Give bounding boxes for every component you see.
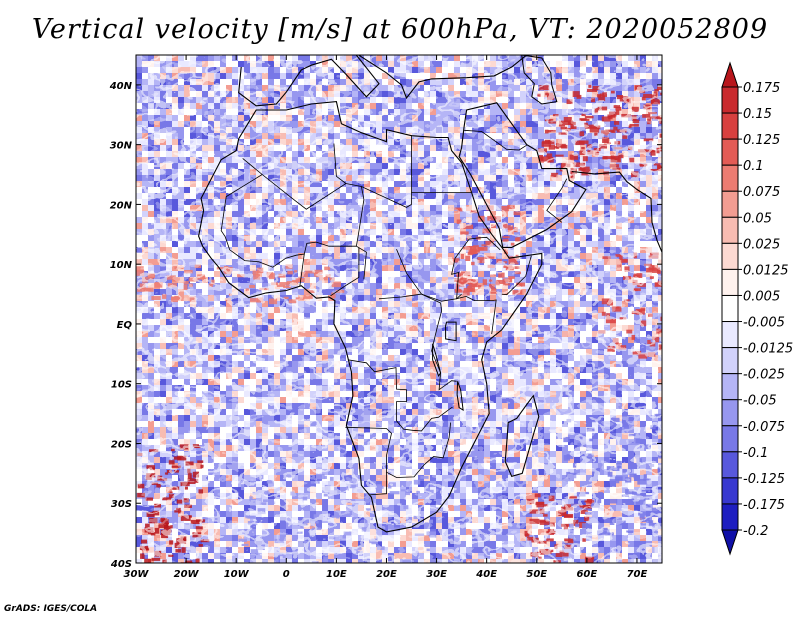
plot-area [136, 55, 662, 563]
chart-title: Vertical velocity [m/s] at 600hPa, VT: 2… [31, 14, 769, 45]
